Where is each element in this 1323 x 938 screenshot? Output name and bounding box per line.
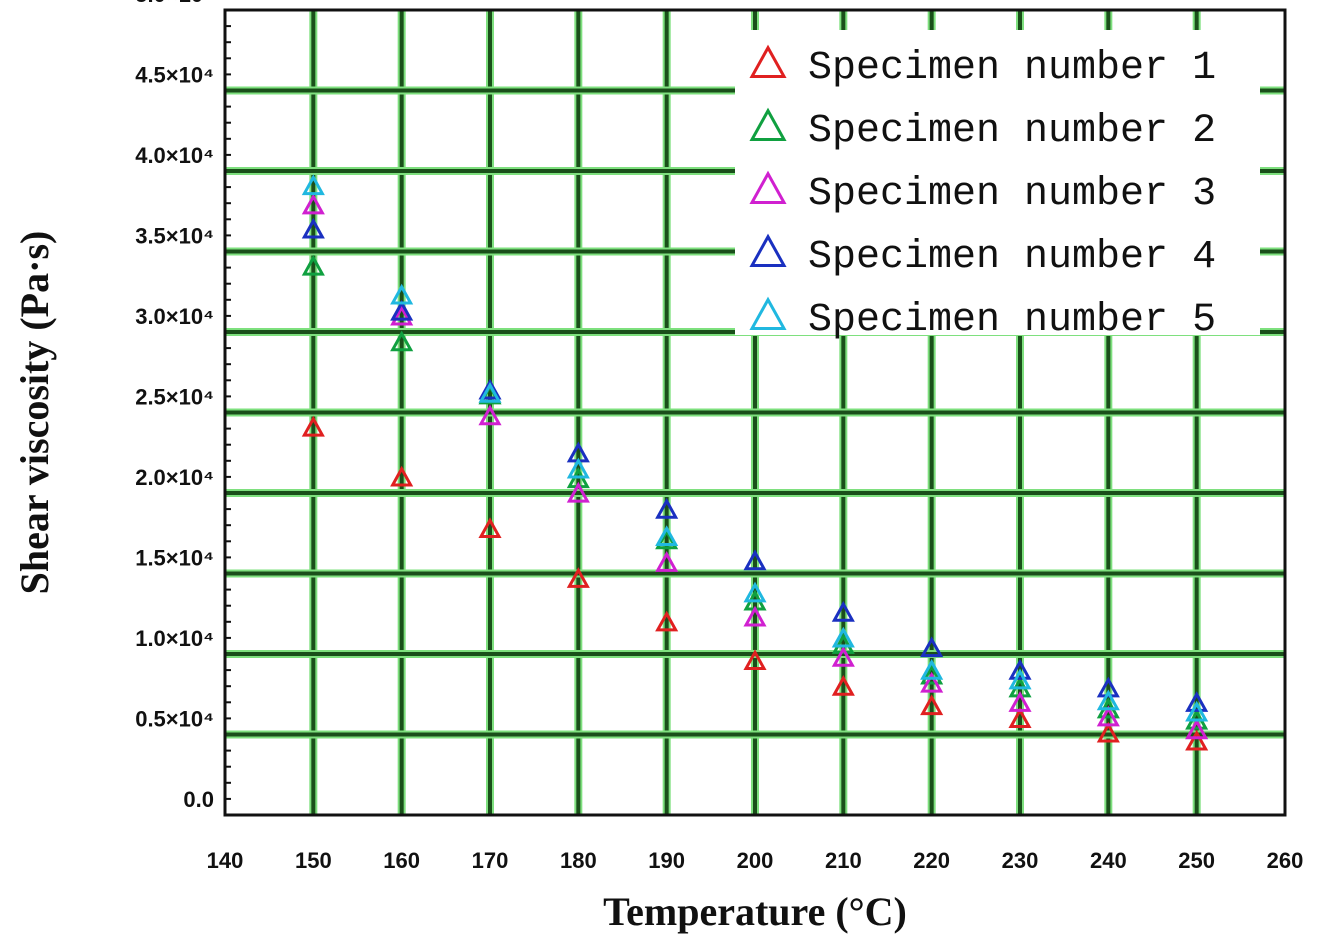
x-axis-label: Temperature (°C) — [603, 889, 907, 934]
y-tick-label: 0.0 — [183, 787, 214, 812]
legend-marker-2 — [749, 107, 787, 142]
data-point-specimen-5 — [920, 658, 944, 680]
legend-marker-1 — [749, 44, 787, 79]
data-point-specimen-3 — [831, 646, 855, 667]
data-point-specimen-2 — [920, 663, 944, 685]
x-tick-label: 160 — [383, 848, 420, 873]
legend-marker-3 — [749, 170, 787, 205]
x-tick-label: 180 — [560, 848, 597, 873]
data-point-specimen-3 — [743, 605, 767, 627]
data-point-specimen-5 — [390, 283, 414, 305]
data-point-specimen-4 — [1185, 691, 1209, 712]
data-point-specimen-1 — [301, 415, 325, 437]
data-point-specimen-4 — [478, 378, 502, 400]
data-point-specimen-4 — [1096, 676, 1120, 698]
y-tick-label: 0.5×10⁴ — [135, 707, 214, 732]
data-point-specimen-4 — [831, 600, 855, 622]
y-tick-label: 5.0×10⁴ — [135, 0, 214, 7]
data-point-specimen-3 — [566, 481, 590, 503]
data-point-specimen-5 — [301, 174, 325, 196]
x-tick-label: 230 — [1002, 848, 1039, 873]
data-point-specimen-3 — [1096, 705, 1120, 727]
legend-marker-5 — [749, 296, 787, 331]
data-point-specimen-1 — [920, 694, 944, 716]
legend-marker-4 — [749, 233, 787, 268]
data-point-specimen-5 — [655, 525, 679, 547]
data-point-specimen-4 — [390, 299, 414, 321]
y-axis-label: Shear viscosity (Pa·s) — [12, 231, 57, 595]
y-tick-label: 1.5×10⁴ — [135, 546, 214, 571]
y-tick-label: 3.5×10⁴ — [135, 224, 214, 249]
x-tick-label: 220 — [913, 848, 950, 873]
data-point-specimen-1 — [1185, 729, 1209, 751]
data-point-specimen-5 — [1185, 700, 1209, 722]
x-tick-label: 210 — [825, 848, 862, 873]
data-point-specimen-4 — [1008, 658, 1032, 680]
data-point-specimen-5 — [1096, 689, 1120, 711]
data-point-specimen-3 — [920, 671, 944, 693]
legend-label-3: Specimen number 3 — [808, 172, 1216, 217]
y-tick-label: 2.0×10⁴ — [135, 465, 214, 490]
data-point-specimen-1 — [1008, 707, 1032, 728]
legend-label-2: Specimen number 2 — [808, 109, 1216, 154]
plot-frame — [223, 8, 1287, 817]
x-tick-label: 240 — [1090, 848, 1127, 873]
data-point-specimen-2 — [831, 633, 855, 654]
data-point-specimen-3 — [655, 551, 679, 572]
y-tick-label: 3.0×10⁴ — [135, 304, 214, 329]
x-tick-label: 150 — [295, 848, 332, 873]
data-point-specimen-3 — [1008, 691, 1032, 712]
x-tick-label: 190 — [648, 848, 685, 873]
x-tick-label: 170 — [472, 848, 509, 873]
data-point-specimen-5 — [478, 381, 502, 403]
data-point-specimen-3 — [301, 193, 325, 215]
data-point-specimen-5 — [1008, 668, 1032, 690]
y-tick-label: 1.0×10⁴ — [135, 626, 214, 651]
data-point-specimen-4 — [743, 549, 767, 571]
data-point-specimen-1 — [1096, 721, 1120, 743]
data-point-specimen-4 — [920, 636, 944, 658]
data-point-specimen-3 — [390, 304, 414, 326]
data-point-specimen-5 — [831, 626, 855, 648]
data-point-specimen-4 — [655, 497, 679, 519]
data-point-specimen-2 — [655, 528, 679, 550]
data-point-specimen-3 — [478, 404, 502, 426]
legend-label-4: Specimen number 4 — [808, 235, 1216, 280]
data-point-specimen-2 — [390, 330, 414, 352]
data-point-specimen-5 — [743, 581, 767, 603]
data-point-specimen-2 — [301, 254, 325, 276]
data-point-specimen-1 — [743, 649, 767, 671]
data-point-specimen-4 — [301, 217, 325, 239]
x-tick-label: 260 — [1267, 848, 1304, 873]
data-point-specimen-1 — [655, 610, 679, 632]
x-tick-label: 200 — [737, 848, 774, 873]
legend-label-1: Specimen number 1 — [808, 46, 1216, 91]
x-tick-label: 140 — [207, 848, 244, 873]
y-tick-label: 4.5×10⁴ — [135, 63, 214, 88]
data-point-specimen-5 — [566, 457, 590, 479]
data-point-specimen-3 — [1185, 718, 1209, 740]
x-tick-label: 250 — [1178, 848, 1215, 873]
data-point-specimen-1 — [831, 675, 855, 696]
legend-label-5: Specimen number 5 — [808, 298, 1216, 343]
data-point-specimen-1 — [566, 567, 590, 588]
data-point-specimen-1 — [390, 465, 414, 487]
data-point-specimen-1 — [478, 517, 502, 539]
legend-box — [735, 30, 1260, 335]
y-tick-label: 4.0×10⁴ — [135, 143, 214, 168]
y-tick-label: 2.5×10⁴ — [135, 385, 214, 410]
